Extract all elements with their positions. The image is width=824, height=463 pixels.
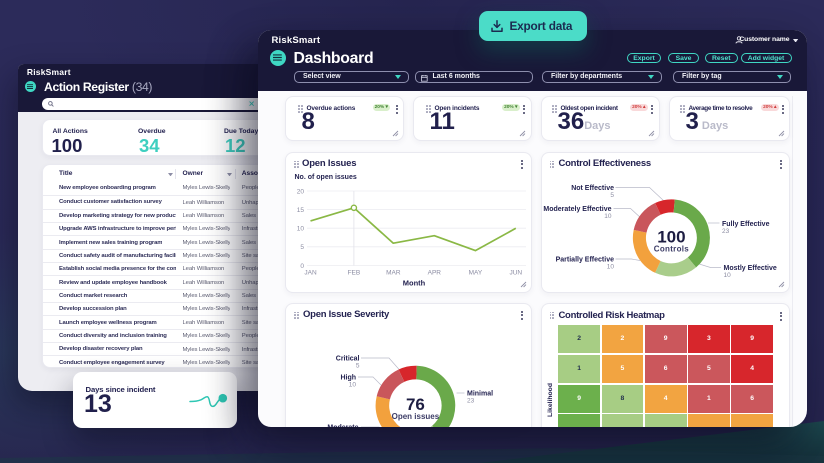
svg-text:5: 5 xyxy=(356,362,360,369)
svg-text:Fully Effective: Fully Effective xyxy=(722,221,770,228)
svg-text:10: 10 xyxy=(604,213,612,220)
svg-text:FEB: FEB xyxy=(348,269,361,276)
svg-text:Critical: Critical xyxy=(336,355,360,362)
svg-text:Moderately Effective: Moderately Effective xyxy=(543,206,611,213)
svg-text:MAY: MAY xyxy=(469,269,483,276)
svg-text:10: 10 xyxy=(349,381,357,388)
svg-text:Minimal: Minimal xyxy=(467,390,493,397)
svg-text:APR: APR xyxy=(428,269,442,276)
svg-text:10: 10 xyxy=(723,272,731,279)
svg-text:10: 10 xyxy=(297,225,305,232)
svg-text:23: 23 xyxy=(722,228,730,235)
svg-text:Mostly Effective: Mostly Effective xyxy=(723,265,776,272)
svg-text:15: 15 xyxy=(297,206,305,213)
svg-text:5: 5 xyxy=(300,244,304,251)
svg-text:23: 23 xyxy=(467,397,475,404)
svg-text:10: 10 xyxy=(606,263,614,270)
svg-text:Open issues: Open issues xyxy=(392,412,440,421)
svg-text:Not Effective: Not Effective xyxy=(571,185,614,192)
svg-text:100: 100 xyxy=(657,227,685,246)
svg-text:76: 76 xyxy=(406,395,425,414)
svg-text:5: 5 xyxy=(610,192,614,199)
svg-text:Moderate: Moderate xyxy=(327,424,358,427)
svg-text:Month: Month xyxy=(403,278,426,287)
svg-text:JAN: JAN xyxy=(304,269,317,276)
svg-text:Controls: Controls xyxy=(653,244,689,253)
svg-text:MAR: MAR xyxy=(386,269,401,276)
svg-text:20: 20 xyxy=(297,188,305,195)
svg-text:Partially Effective: Partially Effective xyxy=(555,256,613,263)
svg-text:JUN: JUN xyxy=(509,269,522,276)
svg-text:High: High xyxy=(340,374,356,381)
svg-text:0: 0 xyxy=(300,262,304,269)
